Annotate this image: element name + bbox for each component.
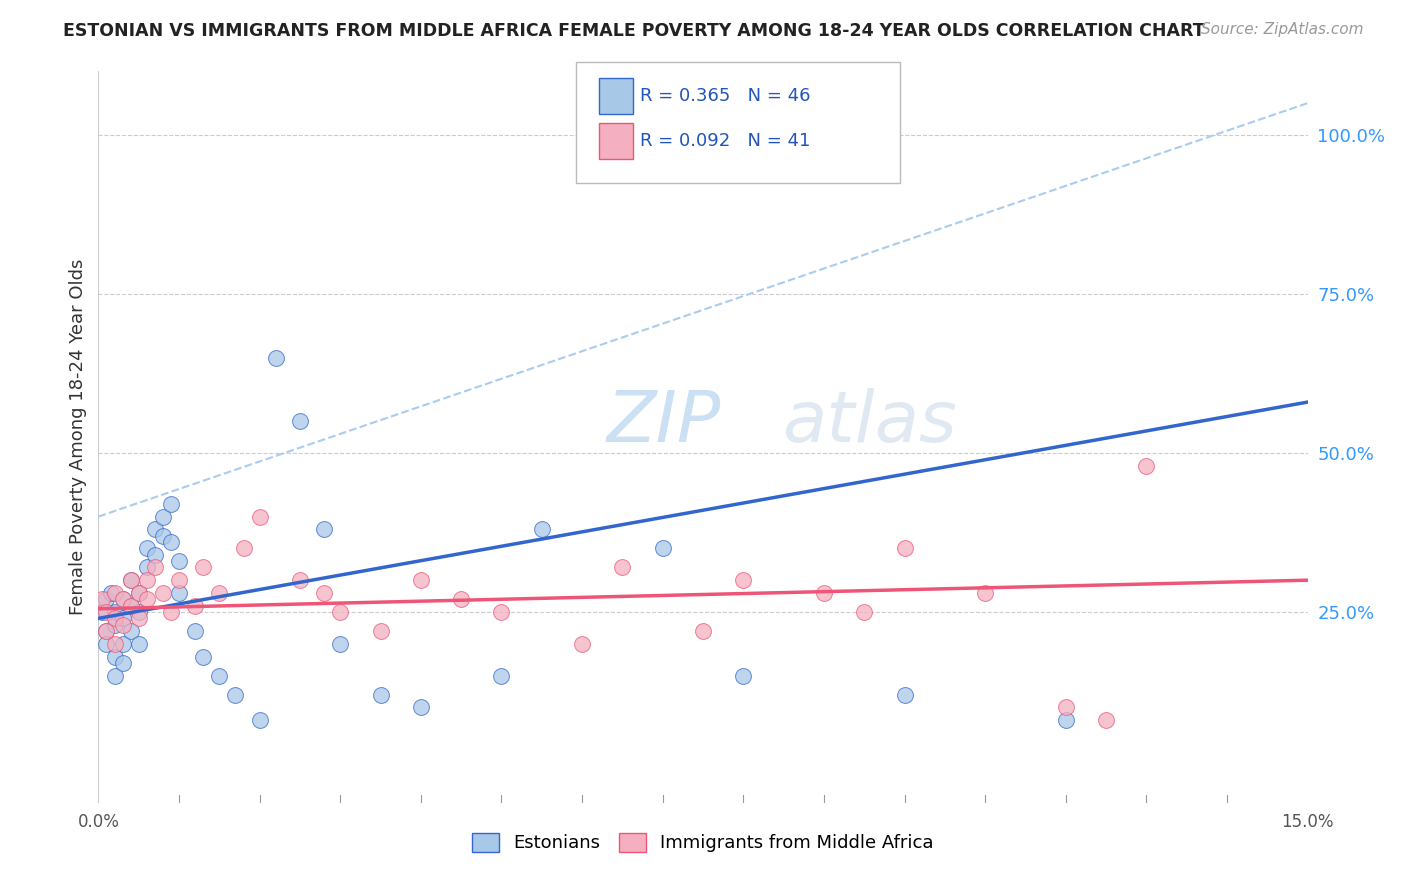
Text: R = 0.365   N = 46: R = 0.365 N = 46 [640, 87, 810, 105]
Point [103, 668, 125, 682]
Point [128, 611, 150, 625]
Point [530, 522, 553, 536]
Point [152, 509, 174, 524]
Point [1054, 700, 1077, 714]
Text: Source: ZipAtlas.com: Source: ZipAtlas.com [1201, 22, 1364, 37]
Point [733, 573, 755, 587]
Point [167, 554, 190, 568]
Point [160, 605, 183, 619]
Point [111, 637, 134, 651]
Point [329, 637, 352, 651]
Point [111, 592, 134, 607]
Point [143, 560, 166, 574]
Point [370, 688, 392, 702]
Point [208, 668, 231, 682]
Point [103, 611, 125, 625]
Point [314, 522, 336, 536]
Text: ZIP: ZIP [606, 388, 721, 457]
Point [893, 541, 915, 556]
Point [450, 592, 472, 607]
Point [1135, 458, 1157, 473]
Text: R = 0.092   N = 41: R = 0.092 N = 41 [640, 132, 810, 150]
Point [120, 573, 142, 587]
Point [96, 605, 118, 619]
Point [96, 592, 118, 607]
Point [120, 599, 142, 613]
Point [96, 624, 118, 638]
Point [893, 688, 915, 702]
Point [184, 599, 207, 613]
Point [329, 605, 352, 619]
Point [91, 592, 114, 607]
Point [120, 624, 142, 638]
Point [167, 586, 190, 600]
Point [128, 586, 150, 600]
Point [813, 586, 835, 600]
Point [491, 668, 513, 682]
Point [103, 605, 125, 619]
Point [208, 586, 231, 600]
Point [167, 573, 190, 587]
Point [152, 529, 174, 543]
Y-axis label: Female Poverty Among 18-24 Year Olds: Female Poverty Among 18-24 Year Olds [69, 259, 87, 615]
Point [193, 560, 215, 574]
Point [232, 541, 254, 556]
Point [491, 605, 513, 619]
Point [111, 592, 134, 607]
Point [143, 522, 166, 536]
Point [128, 637, 150, 651]
Point [91, 605, 114, 619]
Point [160, 497, 183, 511]
Point [120, 573, 142, 587]
Point [100, 586, 122, 600]
Point [128, 586, 150, 600]
Point [135, 560, 157, 574]
Point [314, 586, 336, 600]
Point [612, 560, 634, 574]
Point [1054, 713, 1077, 727]
Point [1095, 713, 1118, 727]
Point [288, 414, 311, 428]
Point [103, 637, 125, 651]
Point [184, 624, 207, 638]
Point [111, 617, 134, 632]
Point [103, 649, 125, 664]
Point [974, 586, 997, 600]
Point [135, 541, 157, 556]
Point [96, 637, 118, 651]
Point [571, 637, 593, 651]
Point [733, 668, 755, 682]
Point [409, 573, 432, 587]
Point [103, 586, 125, 600]
Point [288, 573, 311, 587]
Point [692, 624, 714, 638]
Point [249, 713, 271, 727]
Point [103, 617, 125, 632]
Point [152, 586, 174, 600]
Point [249, 509, 271, 524]
Point [224, 688, 246, 702]
Point [111, 611, 134, 625]
Point [160, 535, 183, 549]
Point [370, 624, 392, 638]
Point [264, 351, 287, 365]
Point [651, 541, 673, 556]
Point [409, 700, 432, 714]
Point [111, 656, 134, 670]
Point [96, 624, 118, 638]
Text: ESTONIAN VS IMMIGRANTS FROM MIDDLE AFRICA FEMALE POVERTY AMONG 18-24 YEAR OLDS C: ESTONIAN VS IMMIGRANTS FROM MIDDLE AFRIC… [63, 22, 1205, 40]
Point [128, 605, 150, 619]
Point [193, 649, 215, 664]
Point [135, 592, 157, 607]
Point [120, 599, 142, 613]
Text: atlas: atlas [782, 388, 956, 457]
Point [853, 605, 876, 619]
Point [135, 573, 157, 587]
Legend: Estonians, Immigrants from Middle Africa: Estonians, Immigrants from Middle Africa [465, 826, 941, 860]
Point [143, 548, 166, 562]
